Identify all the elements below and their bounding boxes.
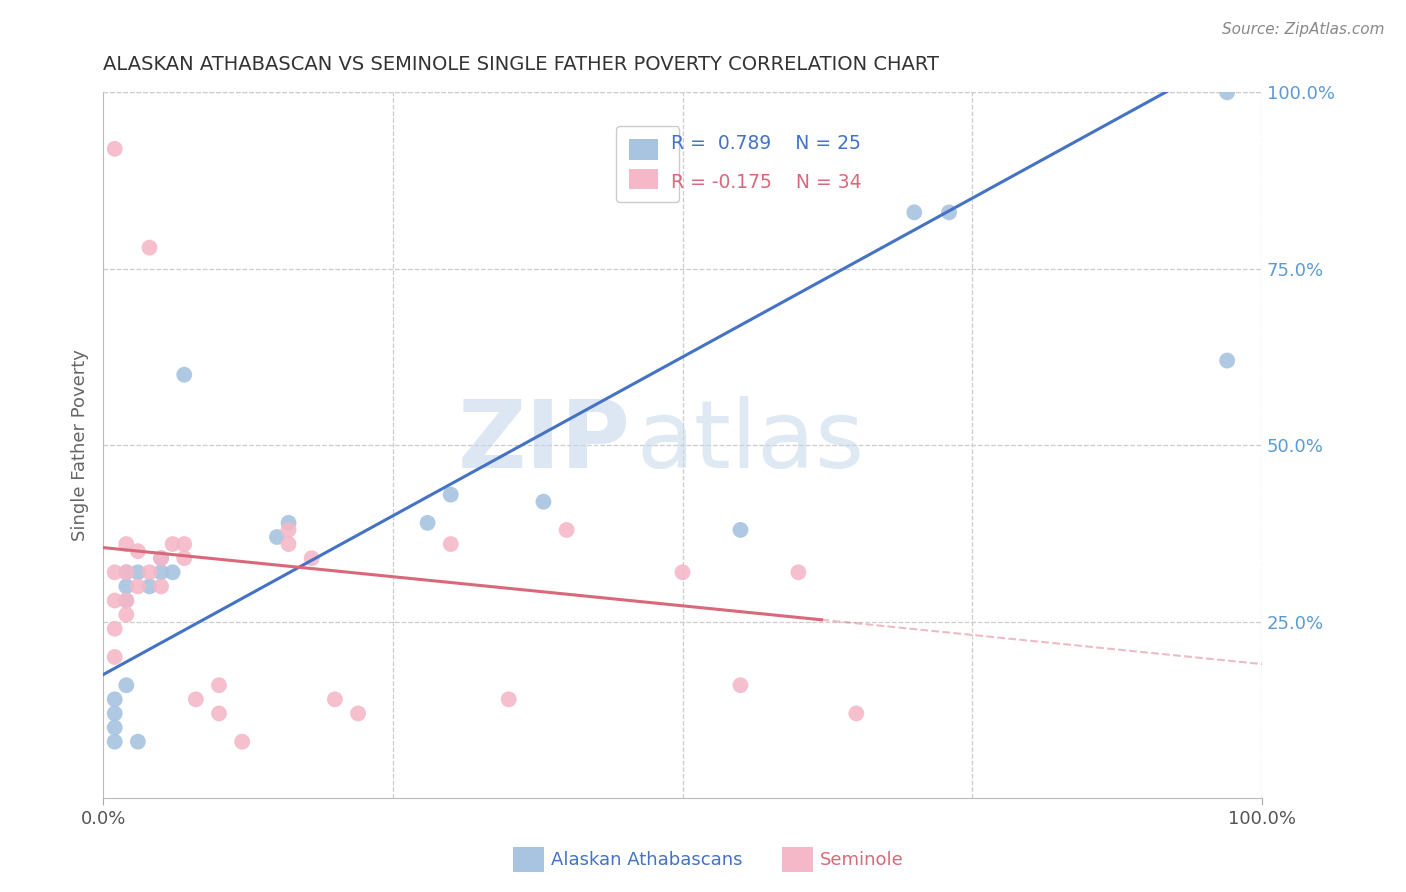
Text: Seminole: Seminole bbox=[820, 851, 904, 869]
Point bbox=[104, 734, 127, 748]
Point bbox=[150, 551, 173, 566]
Point bbox=[115, 678, 138, 692]
Point bbox=[277, 516, 299, 530]
Point bbox=[115, 607, 138, 622]
Point bbox=[1216, 86, 1239, 100]
Point bbox=[115, 566, 138, 580]
Point bbox=[150, 566, 173, 580]
Point bbox=[162, 566, 184, 580]
Point bbox=[555, 523, 578, 537]
Text: Source: ZipAtlas.com: Source: ZipAtlas.com bbox=[1222, 22, 1385, 37]
Point bbox=[138, 566, 160, 580]
Text: ALASKAN ATHABASCAN VS SEMINOLE SINGLE FATHER POVERTY CORRELATION CHART: ALASKAN ATHABASCAN VS SEMINOLE SINGLE FA… bbox=[103, 55, 939, 74]
Point bbox=[498, 692, 520, 706]
Point bbox=[208, 706, 231, 721]
Point bbox=[730, 523, 752, 537]
Point bbox=[104, 142, 127, 156]
Point bbox=[115, 593, 138, 607]
Point bbox=[845, 706, 868, 721]
Point bbox=[416, 516, 439, 530]
Point bbox=[173, 368, 195, 382]
Point bbox=[162, 537, 184, 551]
Point bbox=[1216, 353, 1239, 368]
Point bbox=[231, 734, 253, 748]
Text: R = -0.175    N = 34: R = -0.175 N = 34 bbox=[671, 173, 862, 192]
Point bbox=[787, 566, 810, 580]
Point bbox=[115, 593, 138, 607]
Legend: , : , bbox=[616, 126, 679, 202]
Point bbox=[138, 579, 160, 593]
Point bbox=[115, 579, 138, 593]
Point bbox=[104, 692, 127, 706]
Point bbox=[127, 566, 149, 580]
Point bbox=[903, 205, 925, 219]
Text: Alaskan Athabascans: Alaskan Athabascans bbox=[551, 851, 742, 869]
Point bbox=[115, 566, 138, 580]
Point bbox=[115, 537, 138, 551]
Point bbox=[208, 678, 231, 692]
Point bbox=[347, 706, 370, 721]
Point bbox=[104, 622, 127, 636]
Point bbox=[138, 241, 160, 255]
Point bbox=[173, 537, 195, 551]
Y-axis label: Single Father Poverty: Single Father Poverty bbox=[72, 350, 89, 541]
Point bbox=[730, 678, 752, 692]
Point bbox=[127, 734, 149, 748]
Point bbox=[938, 205, 960, 219]
Point bbox=[127, 579, 149, 593]
Point bbox=[173, 551, 195, 566]
Text: atlas: atlas bbox=[636, 396, 865, 488]
Point bbox=[104, 650, 127, 665]
Point bbox=[150, 579, 173, 593]
Point bbox=[184, 692, 207, 706]
Point bbox=[104, 593, 127, 607]
Point bbox=[440, 537, 463, 551]
Point bbox=[277, 523, 299, 537]
Point bbox=[104, 706, 127, 721]
Point bbox=[277, 537, 299, 551]
Point bbox=[150, 551, 173, 566]
Point bbox=[104, 721, 127, 735]
Point bbox=[266, 530, 288, 544]
Text: R =  0.789    N = 25: R = 0.789 N = 25 bbox=[671, 135, 860, 153]
Point bbox=[301, 551, 323, 566]
Point bbox=[104, 566, 127, 580]
Point bbox=[323, 692, 346, 706]
Point bbox=[127, 544, 149, 558]
Point bbox=[533, 494, 555, 508]
Text: ZIP: ZIP bbox=[457, 396, 630, 488]
Point bbox=[440, 488, 463, 502]
Point bbox=[671, 566, 693, 580]
